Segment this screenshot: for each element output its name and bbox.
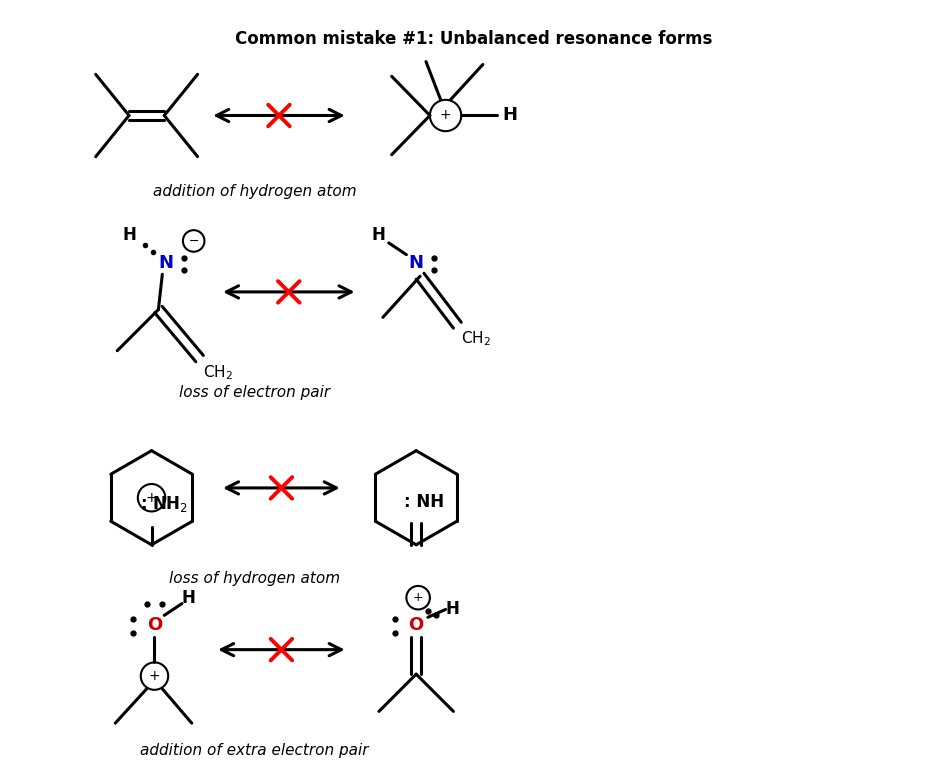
Text: −: − [189,235,199,248]
Text: N: N [409,254,424,271]
Text: N: N [158,254,173,271]
Text: addition of hydrogen atom: addition of hydrogen atom [153,184,356,199]
Text: O: O [147,616,162,634]
Text: +: + [412,591,424,604]
Text: H: H [446,600,460,619]
Text: CH$_2$: CH$_2$ [204,363,233,383]
Text: loss of electron pair: loss of electron pair [179,385,330,400]
Text: +: + [440,108,451,123]
Text: H: H [372,226,386,244]
Text: loss of hydrogen atom: loss of hydrogen atom [169,572,340,586]
Text: +: + [149,669,160,683]
Text: : NH$_2$: : NH$_2$ [139,494,188,514]
Text: addition of extra electron pair: addition of extra electron pair [140,743,369,757]
Text: CH$_2$: CH$_2$ [462,329,491,347]
Text: +: + [146,491,157,504]
Text: H: H [502,107,518,124]
Text: O: O [409,616,424,634]
Text: : NH: : NH [405,493,445,511]
Text: H: H [122,226,136,244]
Text: H: H [182,589,196,607]
Text: Common mistake #1: Unbalanced resonance forms: Common mistake #1: Unbalanced resonance … [235,30,713,48]
